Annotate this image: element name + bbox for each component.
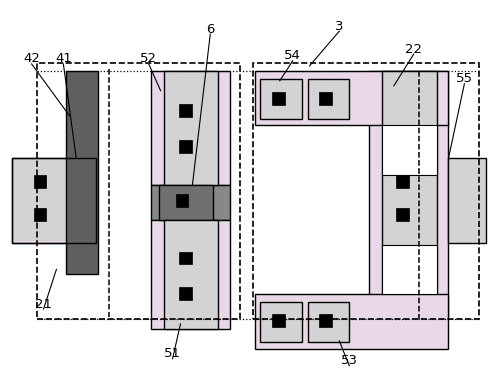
Bar bbox=[319, 314, 332, 327]
Bar bbox=[260, 79, 302, 118]
Bar bbox=[151, 220, 230, 329]
Bar bbox=[382, 244, 437, 294]
Bar bbox=[369, 71, 449, 319]
Bar bbox=[12, 158, 96, 243]
Bar bbox=[36, 63, 240, 319]
Bar bbox=[34, 208, 46, 221]
Bar bbox=[151, 71, 230, 185]
Bar bbox=[179, 140, 192, 153]
Text: 54: 54 bbox=[284, 50, 301, 62]
Text: 21: 21 bbox=[35, 298, 52, 311]
Bar bbox=[179, 252, 192, 264]
Bar bbox=[260, 302, 302, 342]
Text: 22: 22 bbox=[405, 42, 423, 56]
Text: 55: 55 bbox=[456, 72, 473, 85]
Bar bbox=[164, 220, 218, 329]
Bar bbox=[164, 71, 218, 185]
Bar bbox=[253, 63, 479, 319]
Text: 6: 6 bbox=[206, 23, 214, 36]
Bar bbox=[255, 71, 449, 126]
Text: 3: 3 bbox=[335, 20, 344, 33]
Text: 53: 53 bbox=[341, 354, 358, 367]
Bar bbox=[272, 314, 285, 327]
Bar bbox=[308, 302, 349, 342]
Bar bbox=[382, 126, 437, 175]
Bar bbox=[179, 104, 192, 117]
Bar bbox=[319, 92, 332, 105]
Bar bbox=[449, 158, 486, 243]
Bar bbox=[396, 208, 409, 221]
Text: 52: 52 bbox=[140, 53, 157, 65]
Text: 41: 41 bbox=[55, 53, 72, 65]
Bar bbox=[34, 175, 46, 188]
Bar bbox=[67, 71, 98, 274]
Bar bbox=[308, 79, 349, 118]
Bar bbox=[159, 185, 213, 220]
Bar bbox=[12, 158, 96, 243]
Bar bbox=[14, 160, 94, 241]
Text: 51: 51 bbox=[164, 347, 181, 360]
Bar bbox=[176, 194, 188, 207]
Text: 42: 42 bbox=[23, 53, 40, 65]
Bar bbox=[255, 294, 449, 349]
Bar bbox=[382, 71, 437, 319]
Bar bbox=[151, 185, 230, 220]
Bar bbox=[272, 92, 285, 105]
Bar bbox=[179, 287, 192, 300]
Bar bbox=[396, 175, 409, 188]
